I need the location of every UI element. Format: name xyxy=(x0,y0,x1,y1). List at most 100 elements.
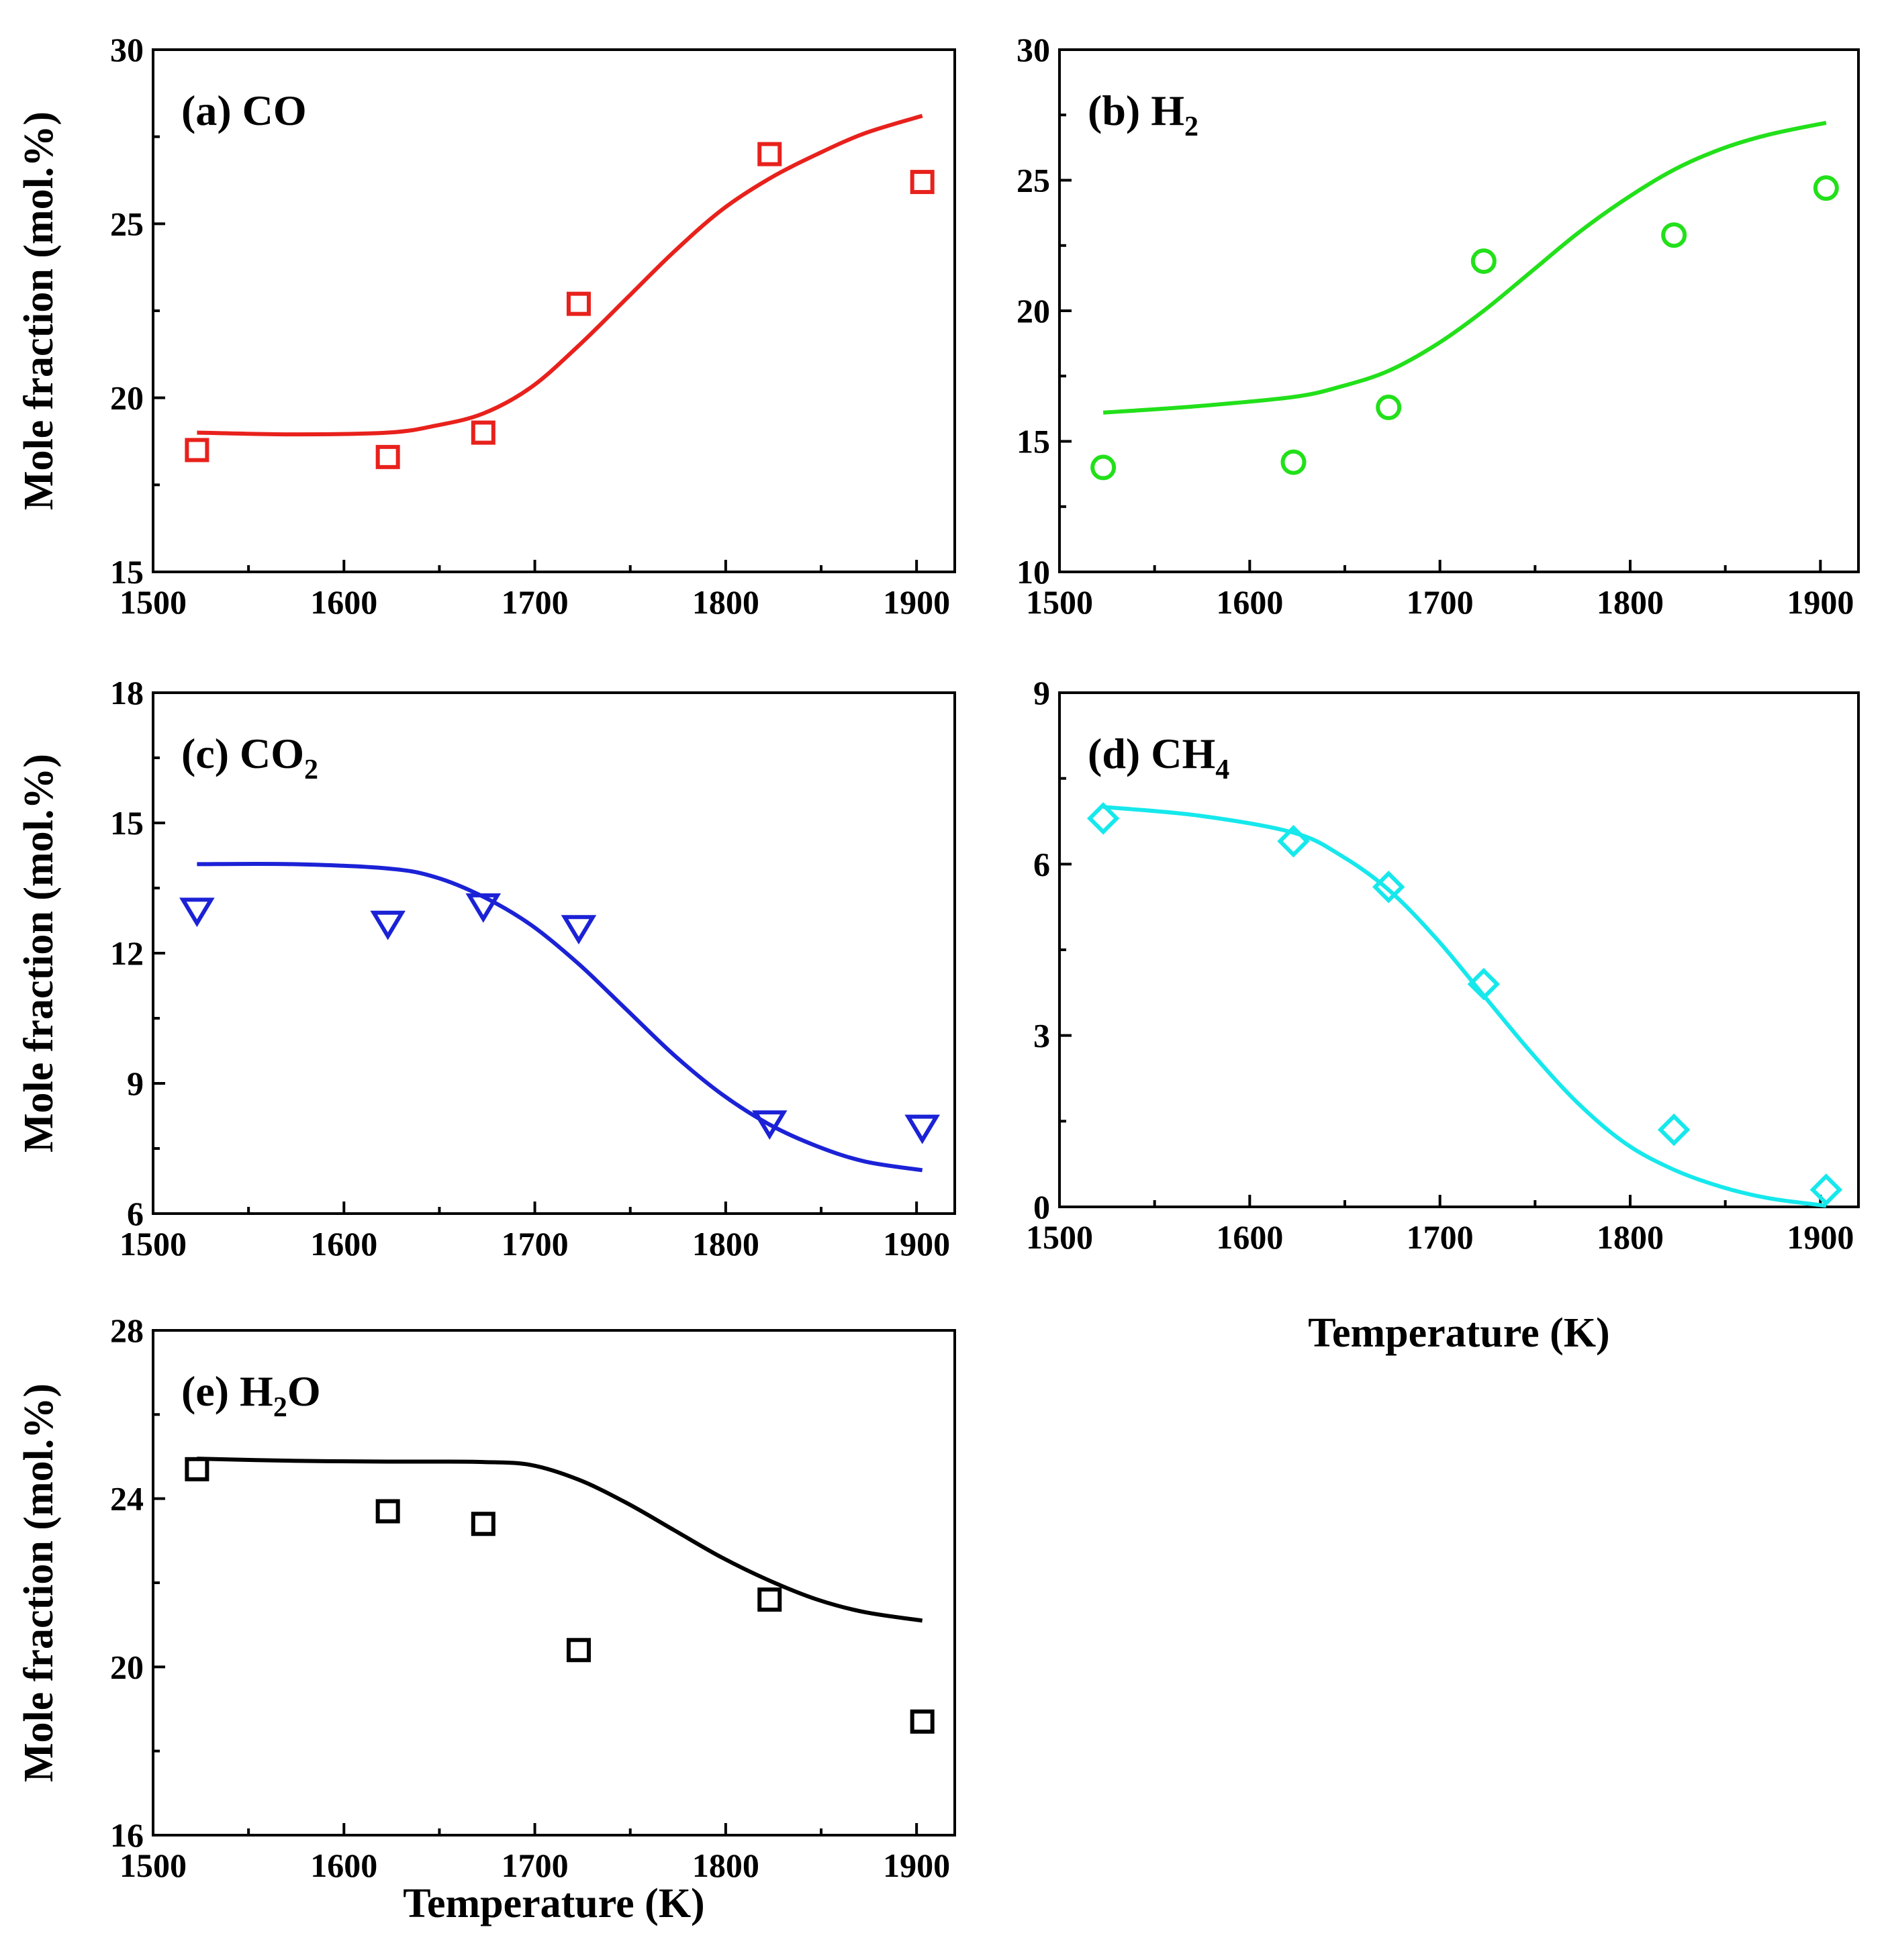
x-tick-label: 1900 xyxy=(1787,583,1854,621)
panel-c: 1500 1600 1700 1800 1900 6 9 12 15 18 (c) CO2 Mole … xyxy=(16,674,956,1263)
x-tick-label: 1800 xyxy=(1597,583,1664,621)
x-tick-label: 1900 xyxy=(883,1847,950,1884)
y-tick-label: 30 xyxy=(1017,31,1050,68)
experiment-point xyxy=(375,1499,400,1524)
x-axis-title: Temperature (K) xyxy=(1308,1310,1609,1356)
panel-b: 1500 1600 1700 1800 1900 10 15 20 25 30 (b) H2 xyxy=(1017,31,1860,621)
simulation-line xyxy=(1102,805,1827,1208)
x-tick-label: 1800 xyxy=(692,583,759,621)
y-tick-label: 15 xyxy=(110,553,144,591)
experiment-point xyxy=(471,1512,495,1536)
panel-title: (e) H2O xyxy=(181,1367,321,1423)
experiment-point xyxy=(757,142,782,166)
x-tick-label: 1600 xyxy=(310,583,377,621)
experiment-point xyxy=(566,291,591,316)
x-tick-label: 1600 xyxy=(1216,583,1283,621)
experiment-point xyxy=(1280,449,1307,475)
x-tick-label: 1600 xyxy=(1216,1218,1283,1256)
y-tick-label: 3 xyxy=(1033,1017,1050,1055)
panel-title-subscript: 4 xyxy=(1215,754,1229,785)
panel-title-main: (d) CH xyxy=(1088,730,1215,777)
panel-d: 1500 1600 1700 1800 1900 0 3 6 9 (d) CH4 Temperatu… xyxy=(1026,674,1860,1356)
x-tick-label: 1600 xyxy=(310,1847,377,1884)
experiment-point xyxy=(1372,871,1405,903)
y-tick-label: 15 xyxy=(1017,423,1050,460)
experiment-point xyxy=(370,910,406,940)
y-tick-label: 10 xyxy=(1017,553,1050,591)
panel-title-suffix: O xyxy=(287,1367,321,1415)
panel-title: (c) CO2 xyxy=(181,730,318,785)
y-tick-label: 6 xyxy=(127,1195,144,1232)
y-tick-label: 20 xyxy=(110,379,144,417)
x-tick-label: 1800 xyxy=(692,1847,759,1884)
y-tick-label: 24 xyxy=(110,1480,144,1518)
experiment-point xyxy=(566,1638,591,1663)
y-tick-label: 18 xyxy=(110,674,144,712)
experiment-point xyxy=(561,915,597,945)
panel-a: 1500 1600 1700 1800 1900 15 20 25 30 (a) CO Mole f… xyxy=(16,31,956,621)
panel-title: (d) CH4 xyxy=(1088,730,1229,785)
experiment-point xyxy=(751,1110,788,1140)
x-tick-label: 1500 xyxy=(120,583,187,621)
simulation-line xyxy=(197,113,923,437)
panel-title-main: (c) CO xyxy=(181,730,304,777)
panel-title-main: (a) CO xyxy=(181,87,307,134)
panel-title-subscript: 2 xyxy=(1184,111,1198,142)
x-tick-label: 1700 xyxy=(502,1225,569,1263)
simulation-line xyxy=(197,861,923,1173)
simulation-line xyxy=(197,1457,923,1623)
x-tick-label: 1800 xyxy=(1597,1218,1664,1256)
experiment-point xyxy=(1661,222,1687,248)
experiment-point xyxy=(1809,1173,1843,1206)
x-tick-label: 1500 xyxy=(120,1847,187,1884)
panel-e: 1500 1600 1700 1800 1900 16 20 24 28 (e) H2O Mole … xyxy=(16,1312,956,1926)
simulation-line xyxy=(1102,120,1827,415)
panel-title-main: (e) H xyxy=(181,1367,273,1415)
experiment-point xyxy=(1657,1113,1691,1146)
x-axis-title: Temperature (K) xyxy=(403,1881,704,1926)
x-tick-label: 1700 xyxy=(502,583,569,621)
y-tick-label: 9 xyxy=(1033,674,1050,712)
x-tick-label: 1800 xyxy=(692,1225,759,1263)
experiment-point xyxy=(179,897,215,928)
experiment-point xyxy=(910,170,935,195)
y-axis-title: Mole fraction (mol.%) xyxy=(16,111,62,510)
y-axis-title: Mole fraction (mol.%) xyxy=(16,754,62,1153)
y-tick-label: 0 xyxy=(1033,1188,1050,1226)
experiment-point xyxy=(375,444,400,469)
panel-title-main: (b) H xyxy=(1088,87,1184,134)
experiment-point xyxy=(185,1457,209,1481)
experiment-point xyxy=(1090,454,1117,481)
experiment-point xyxy=(1470,248,1497,275)
x-tick-label: 1700 xyxy=(1407,583,1474,621)
y-tick-label: 16 xyxy=(110,1816,144,1854)
y-axis-title: Mole fraction (mol.%) xyxy=(16,1383,62,1782)
experiment-point xyxy=(1086,802,1120,835)
experiment-point xyxy=(910,1709,935,1734)
x-tick-label: 1500 xyxy=(120,1225,187,1263)
y-tick-label: 30 xyxy=(110,31,144,68)
panel-title: (b) H2 xyxy=(1088,87,1198,142)
experiment-point xyxy=(757,1587,782,1612)
y-tick-label: 15 xyxy=(110,804,144,842)
x-tick-label: 1500 xyxy=(1026,1218,1093,1256)
experiment-point xyxy=(185,438,209,462)
y-tick-label: 20 xyxy=(1017,292,1050,330)
x-tick-label: 1700 xyxy=(1407,1218,1474,1256)
experiment-point xyxy=(465,893,502,923)
y-tick-label: 9 xyxy=(127,1065,144,1102)
y-tick-label: 20 xyxy=(110,1648,144,1685)
y-tick-label: 25 xyxy=(110,205,144,242)
experiment-point xyxy=(1277,825,1310,858)
x-tick-label: 1500 xyxy=(1026,583,1093,621)
y-tick-label: 28 xyxy=(110,1312,144,1349)
panel-title-subscript: 2 xyxy=(304,754,318,785)
experiment-point xyxy=(1813,175,1839,201)
x-tick-label: 1900 xyxy=(883,583,950,621)
y-tick-label: 12 xyxy=(110,934,144,972)
y-tick-label: 6 xyxy=(1033,845,1050,883)
x-tick-label: 1900 xyxy=(883,1225,950,1263)
x-tick-label: 1700 xyxy=(502,1847,569,1884)
x-tick-label: 1900 xyxy=(1787,1218,1854,1256)
